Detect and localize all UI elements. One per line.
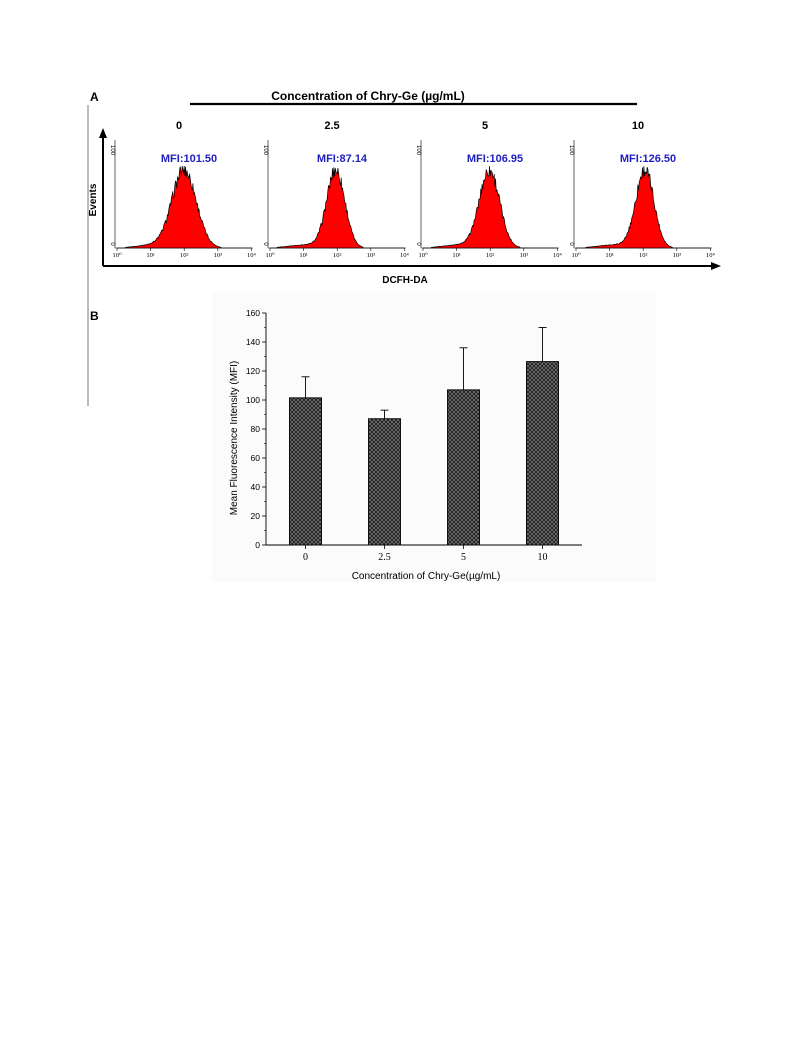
bar-chart-y-tick-label: 120 — [246, 366, 260, 376]
concentration-label: 2.5 — [324, 120, 339, 132]
histogram-x-tick-label: 10⁰ — [571, 252, 581, 259]
bar — [368, 418, 401, 546]
concentration-header: Concentration of Chry-Ge (µg/mL) — [271, 89, 465, 103]
bar-chart-y-tick-label: 80 — [251, 424, 261, 434]
bar-chart: 0 20 40 60 80 100 120 140 160 0 2.5 5 10 — [212, 292, 656, 582]
dcfh-axis-label: DCFH-DA — [382, 275, 428, 286]
dcfh-axis-arrow — [711, 262, 721, 270]
panel-a-label: A — [90, 90, 99, 104]
histogram-x-tick-label: 10³ — [214, 252, 223, 259]
histogram-area — [423, 166, 558, 249]
histogram-x-tick-label: 10¹ — [299, 252, 308, 259]
panel-b-label: B — [90, 309, 99, 323]
concentration-label: 10 — [632, 120, 644, 132]
histogram-x-tick-label: 10⁴ — [706, 252, 716, 259]
histogram-x-tick-label: 10⁴ — [553, 252, 563, 259]
events-axis-label: Events — [88, 183, 99, 216]
histogram-x-tick-label: 10² — [333, 252, 342, 259]
bar-chart-x-tick-label: 10 — [538, 552, 548, 563]
histogram-x-tick-label: 10³ — [367, 252, 376, 259]
bar-chart-x-tick-label: 0 — [303, 552, 308, 563]
histogram-x-tick-label: 10² — [180, 252, 189, 259]
histogram-y-tick-bottom: 0 — [415, 242, 421, 246]
histogram-x-tick-label: 10³ — [520, 252, 529, 259]
histogram-y-tick-top: 100 — [109, 145, 115, 156]
panel-b: B 0 20 40 60 80 100 120 140 160 0 2.5 5 10 Concentra… — [90, 292, 656, 582]
histogram-panel-1: 100 0 10⁰ 10¹ 10² 10³ 10⁴ 2.5 MFI:87.14 — [262, 120, 410, 259]
bar-chart-y-tick-label: 60 — [251, 453, 261, 463]
histogram-x-tick-label: 10³ — [673, 252, 682, 259]
histogram-x-tick-label: 10⁰ — [265, 252, 275, 259]
bar-chart-y-tick-label: 160 — [246, 308, 260, 318]
histogram-x-tick-label: 10⁰ — [418, 252, 428, 259]
histogram-x-tick-label: 10² — [486, 252, 495, 259]
bar-chart-y-axis-label: Mean Fluorescence Intensity (MFI) — [229, 361, 240, 516]
bar-chart-background — [212, 292, 656, 582]
mfi-label: MFI:101.50 — [161, 153, 217, 165]
histogram-panel-2: 100 0 10⁰ 10¹ 10² 10³ 10⁴ 5 MFI:106.95 — [415, 120, 563, 259]
mfi-label: MFI:126.50 — [620, 153, 676, 165]
histogram-y-tick-top: 100 — [262, 145, 268, 156]
histogram-y-tick-bottom: 0 — [262, 242, 268, 246]
histogram-area — [576, 166, 711, 249]
bar-chart-y-tick-label: 100 — [246, 395, 260, 405]
mfi-label: MFI:87.14 — [317, 153, 368, 165]
histogram-x-tick-label: 10⁴ — [247, 252, 257, 259]
bar — [447, 389, 480, 546]
histogram-area — [117, 166, 252, 249]
histogram-x-tick-label: 10¹ — [605, 252, 614, 259]
histogram-panel-0: 100 0 10⁰ 10¹ 10² 10³ 10⁴ 0 MFI:101.50 — [109, 120, 257, 259]
events-axis-arrow — [99, 128, 107, 138]
histogram-area — [270, 167, 405, 249]
concentration-label: 5 — [482, 120, 488, 132]
figure: A Concentration of Chry-Ge (µg/mL) Event… — [87, 89, 721, 582]
histogram-x-tick-label: 10⁰ — [112, 252, 122, 259]
bar — [289, 397, 322, 546]
histogram-panel-3: 100 0 10⁰ 10¹ 10² 10³ 10⁴ 10 MFI:126.50 — [568, 120, 716, 259]
bar — [526, 361, 559, 546]
histogram-x-tick-label: 10¹ — [146, 252, 155, 259]
bar-chart-x-tick-label: 2.5 — [378, 552, 391, 563]
bar-chart-y-tick-label: 20 — [251, 511, 261, 521]
histogram-y-tick-top: 100 — [415, 145, 421, 156]
bar-chart-x-tick-label: 5 — [461, 552, 466, 563]
histogram-y-tick-bottom: 0 — [568, 242, 574, 246]
bar-chart-y-tick-label: 0 — [255, 540, 260, 550]
histogram-x-tick-label: 10¹ — [452, 252, 461, 259]
histogram-y-tick-top: 100 — [568, 145, 574, 156]
mfi-label: MFI:106.95 — [467, 153, 523, 165]
histogram-y-tick-bottom: 0 — [109, 242, 115, 246]
histogram-x-tick-label: 10⁴ — [400, 252, 410, 259]
bar-chart-x-axis-label: Concentration of Chry-Ge(µg/mL) — [352, 571, 501, 582]
concentration-label: 0 — [176, 120, 182, 132]
histogram-x-tick-label: 10² — [639, 252, 648, 259]
bar-chart-y-tick-label: 40 — [251, 482, 261, 492]
bar-chart-y-tick-label: 140 — [246, 337, 260, 347]
panel-a: A Concentration of Chry-Ge (µg/mL) Event… — [87, 89, 721, 406]
